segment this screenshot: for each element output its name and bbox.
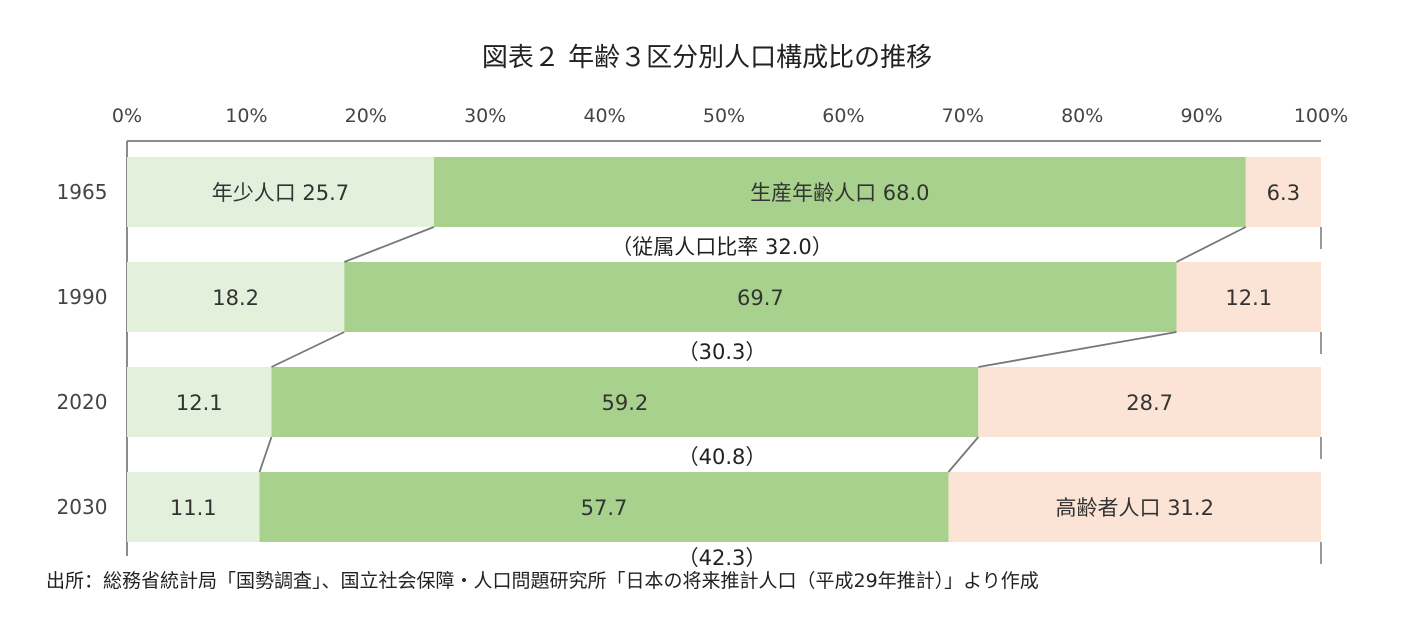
data-label: 12.1	[176, 391, 223, 415]
dependency-ratio-label: （30.3）	[678, 340, 767, 364]
data-label: 高齢者人口 31.2	[1056, 496, 1214, 520]
data-label: 年少人口 25.7	[212, 181, 349, 205]
data-label: 57.7	[581, 496, 628, 520]
category-label: 2020	[57, 390, 108, 414]
connector-line	[258, 436, 273, 473]
bar-segment	[271, 367, 979, 437]
x-tick-label: 30%	[464, 105, 506, 127]
x-tick-label: 10%	[225, 105, 267, 127]
x-tick-label: 100%	[1294, 105, 1348, 127]
x-tick-label: 60%	[822, 105, 864, 127]
bar-segment	[1176, 262, 1321, 332]
bar-segment	[978, 367, 1321, 437]
data-label: 69.7	[737, 286, 784, 310]
bar-segment	[1245, 157, 1321, 227]
data-label: 11.1	[170, 496, 217, 520]
dependency-ratio-label: （42.3）	[678, 546, 767, 570]
dependency-ratio-label: （40.8）	[678, 445, 767, 469]
chart-title: 図表２ 年齢３区分別人口構成比の推移	[482, 43, 932, 73]
x-tick-label: 50%	[703, 105, 745, 127]
data-label: 6.3	[1267, 181, 1300, 205]
connector-line	[947, 436, 980, 473]
x-tick-label: 70%	[942, 105, 984, 127]
category-label: 1965	[57, 180, 108, 204]
data-label: 28.7	[1126, 391, 1173, 415]
x-tick-label: 20%	[345, 105, 387, 127]
x-tick-label: 80%	[1061, 105, 1103, 127]
bar-segment	[127, 367, 272, 437]
bar-segment	[259, 472, 949, 542]
bar-segment	[127, 472, 260, 542]
bar-segment	[344, 262, 1177, 332]
data-label: 生産年齢人口 68.0	[750, 181, 929, 205]
bar-segment	[433, 157, 1246, 227]
category-label: 2030	[57, 495, 108, 519]
connector-line	[978, 331, 1177, 368]
data-label: 59.2	[602, 391, 649, 415]
x-tick-label: 40%	[583, 105, 625, 127]
connector-line	[271, 331, 345, 368]
bar-segment	[127, 262, 345, 332]
connector-line	[1176, 226, 1247, 263]
bar-segment	[127, 157, 434, 227]
x-tick-label: 0%	[112, 105, 142, 127]
data-label: 12.1	[1225, 286, 1272, 310]
connector-line	[343, 226, 435, 263]
dependency-ratio-label: （従属人口比率 32.0）	[611, 235, 832, 259]
data-label: 18.2	[212, 286, 259, 310]
x-tick-label: 90%	[1180, 105, 1222, 127]
source-note: 出所：総務省統計局「国勢調査」、国立社会保障・人口問題研究所「日本の将来推計人口…	[46, 570, 1039, 592]
category-label: 1990	[57, 285, 108, 309]
bar-segment	[948, 472, 1321, 542]
